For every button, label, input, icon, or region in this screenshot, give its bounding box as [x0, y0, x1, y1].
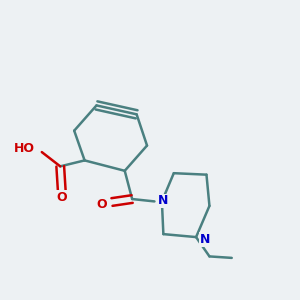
Text: N: N [158, 194, 168, 207]
Text: O: O [96, 198, 106, 211]
Text: N: N [200, 233, 210, 246]
Text: O: O [56, 191, 67, 204]
Text: HO: HO [14, 142, 34, 155]
